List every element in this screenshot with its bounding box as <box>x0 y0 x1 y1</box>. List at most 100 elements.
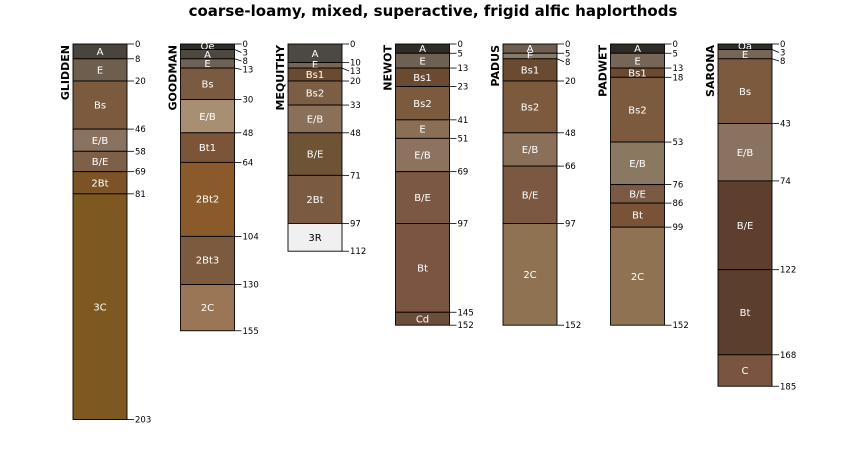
horizon-b-e <box>287 132 343 176</box>
depth-label: 20 <box>350 77 361 87</box>
horizon-label: A <box>419 44 426 55</box>
horizon-label: Bs1 <box>628 68 646 79</box>
horizon-2c <box>610 226 665 326</box>
depth-label: 8 <box>780 57 785 67</box>
depth-label: 13 <box>673 64 684 74</box>
depth-tick <box>234 67 242 70</box>
horizon-b-e <box>717 180 773 271</box>
depth-label: 104 <box>243 232 259 242</box>
depth-label: 20 <box>565 77 576 87</box>
horizon-label: Oa <box>738 42 752 53</box>
depth-label: 122 <box>780 266 796 276</box>
horizon-label: 2C <box>201 303 214 314</box>
horizon-label: 3C <box>93 302 106 313</box>
depth-label: 152 <box>673 321 689 331</box>
profile-name: PADUS <box>489 45 502 87</box>
horizon-label: Bs <box>94 101 106 112</box>
horizon-label: Bs <box>201 79 213 90</box>
horizon-label: Bs1 <box>413 73 431 84</box>
horizon-label: E <box>419 125 425 136</box>
depth-label: 53 <box>673 138 684 148</box>
profile-name: NEWOT <box>382 45 395 91</box>
horizon-bs <box>180 67 235 100</box>
horizon-2c <box>180 284 235 332</box>
depth-label: 0 <box>780 40 785 50</box>
depth-label: 8 <box>243 57 248 67</box>
depth-label: 8 <box>565 58 570 68</box>
horizon-label: Bs2 <box>306 89 324 100</box>
horizon-bt <box>610 202 665 228</box>
depth-label: 13 <box>350 67 361 77</box>
depth-label: 64 <box>243 158 254 168</box>
profile-padus: PADUS AE Bs1 Bs2 E/B B/E 2C 058 20 48 66 97 152 <box>489 40 581 331</box>
horizon-label: Bt1 <box>199 143 216 154</box>
horizon-cd <box>395 311 450 326</box>
profile-glidden: GLIDDEN AE Bs E/B B/E 2Bt 3C 0 8 20 46 58 69 81 203 <box>59 40 151 426</box>
horizon-label: Bs1 <box>306 70 324 81</box>
depth-label: 71 <box>350 171 361 181</box>
depth-label: 41 <box>458 116 469 126</box>
depth-label: 0 <box>135 40 140 50</box>
depth-label: 99 <box>673 223 684 233</box>
horizon-label: E/B <box>522 145 539 156</box>
horizon-label: Bt <box>417 263 428 274</box>
horizon-bs2 <box>610 76 665 143</box>
depth-label: 97 <box>458 219 469 229</box>
profile-sarona: SARONA OaE Bs E/B B/E Bt C 038 43 74 122 168 185 <box>704 40 796 392</box>
horizon-label: Oe <box>200 42 214 53</box>
depth-label: 155 <box>243 327 259 337</box>
horizon-e-b <box>610 141 665 186</box>
horizon-label: Bs2 <box>413 99 431 110</box>
horizon-label: E/B <box>92 136 109 147</box>
horizon-label: 2C <box>631 272 644 283</box>
horizon-bt <box>717 269 773 356</box>
horizon-label: 2Bt3 <box>196 256 220 267</box>
horizon-e-b <box>287 104 343 134</box>
depth-label: 168 <box>780 351 796 361</box>
depth-label: 130 <box>243 281 259 291</box>
depth-label: 0 <box>243 40 248 50</box>
horizon-2bt <box>287 174 343 224</box>
depth-label: 58 <box>135 147 146 157</box>
horizon-label: E/B <box>737 148 754 159</box>
depth-label: 0 <box>350 40 355 50</box>
horizon-label: 2Bt <box>91 178 108 189</box>
horizon-3r <box>287 222 343 252</box>
horizon-label: Cd <box>416 314 429 325</box>
depth-tick <box>556 58 565 63</box>
depth-label: 203 <box>135 416 151 426</box>
horizon-2c <box>502 222 558 326</box>
depth-label: 5 <box>673 49 678 59</box>
horizon-label: E <box>742 50 748 61</box>
horizon-label: A <box>204 50 211 61</box>
depth-label: 97 <box>350 219 361 229</box>
depth-label: 5 <box>565 49 570 59</box>
horizon-label: E <box>634 56 640 67</box>
horizon-label: B/E <box>92 157 109 168</box>
horizon-label: A <box>312 49 319 60</box>
depth-label: 112 <box>350 247 366 257</box>
depth-label: 74 <box>780 177 791 187</box>
depth-label: 13 <box>243 66 254 76</box>
horizon-e-b <box>502 132 558 167</box>
horizon-label: Bs <box>739 87 751 98</box>
depth-label: 3 <box>780 49 785 59</box>
depth-label: 48 <box>565 129 576 139</box>
horizon-label: E/B <box>629 159 646 170</box>
horizon-label: B/E <box>522 190 539 201</box>
depth-label: 5 <box>458 49 463 59</box>
depth-label: 48 <box>243 129 254 139</box>
profile-name: MEQUITHY <box>274 44 287 111</box>
depth-label: 51 <box>458 134 469 144</box>
horizon-label: E/B <box>307 115 324 126</box>
depth-label: 97 <box>565 219 576 229</box>
horizon-label: B/E <box>307 150 324 161</box>
horizon-label: E <box>527 51 533 62</box>
horizon-label: A <box>527 44 534 55</box>
depth-label: 0 <box>458 40 463 50</box>
horizon-label: E <box>312 60 318 71</box>
